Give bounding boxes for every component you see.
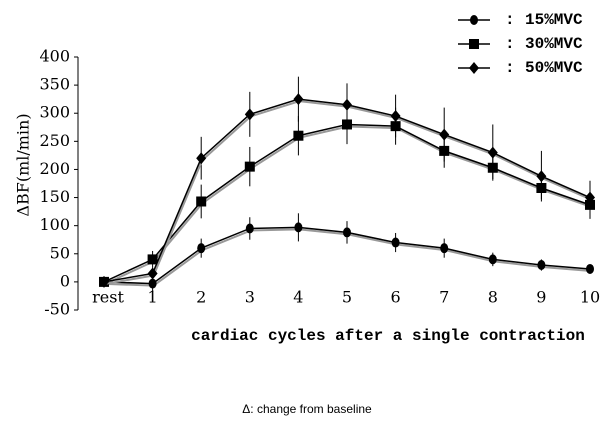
y-tick-label: -50 xyxy=(44,300,70,319)
y-tick-label: 250 xyxy=(39,131,70,150)
x-tick-label: 8 xyxy=(488,288,498,307)
marker xyxy=(244,108,255,121)
series-line xyxy=(103,123,591,283)
marker xyxy=(440,243,449,254)
marker xyxy=(439,128,450,141)
series xyxy=(99,104,595,287)
legend-label: 50%MVC xyxy=(525,59,583,77)
legend-separator: : xyxy=(505,35,515,53)
x-tick-label: 3 xyxy=(245,288,255,307)
x-tick-label: 6 xyxy=(391,288,401,307)
y-tick-label: 150 xyxy=(39,187,70,206)
legend-marker xyxy=(470,15,478,25)
marker xyxy=(196,152,207,165)
x-tick-label: rest xyxy=(92,288,124,307)
footnote: Δ: change from baseline xyxy=(242,402,372,416)
marker xyxy=(147,254,158,265)
marker xyxy=(99,275,109,288)
y-tick-label: 50 xyxy=(50,243,70,262)
y-tick-label: 200 xyxy=(39,159,70,178)
marker xyxy=(148,278,157,289)
x-tick-label: 4 xyxy=(293,288,303,307)
y-tick-label: 350 xyxy=(39,75,70,94)
marker xyxy=(293,93,304,106)
x-tick-label: 7 xyxy=(439,288,449,307)
marker xyxy=(343,227,351,238)
legend-label: 15%MVC xyxy=(525,11,583,29)
legend-marker xyxy=(469,62,479,74)
marker xyxy=(244,161,255,172)
marker xyxy=(147,267,158,280)
x-tick-label: 9 xyxy=(536,288,546,307)
legend-separator: : xyxy=(505,11,515,29)
x-tick-label: 1 xyxy=(148,288,158,307)
marker xyxy=(342,98,352,111)
y-tick-label: 100 xyxy=(39,215,70,234)
marker xyxy=(586,263,594,274)
legend-marker xyxy=(469,39,479,49)
line-shadow xyxy=(104,228,592,287)
marker xyxy=(390,110,401,123)
marker xyxy=(585,191,595,204)
marker xyxy=(536,170,547,183)
legend-separator: : xyxy=(505,59,515,77)
marker xyxy=(196,196,207,207)
x-tick-label: 10 xyxy=(580,288,600,307)
marker xyxy=(293,130,304,141)
marker xyxy=(487,146,498,159)
y-tick-label: 300 xyxy=(39,103,70,122)
legend-label: 30%MVC xyxy=(525,35,583,53)
marker xyxy=(294,222,303,233)
marker xyxy=(197,243,206,254)
line-shadow xyxy=(104,125,592,285)
marker xyxy=(391,237,400,248)
y-axis-label: ΔBF(ml/min) xyxy=(14,113,33,216)
marker xyxy=(245,223,254,234)
x-axis-label: cardiac cycles after a single contractio… xyxy=(191,327,585,345)
series xyxy=(99,76,595,288)
x-tick-label: 5 xyxy=(342,288,352,307)
marker xyxy=(537,260,546,271)
x-tick-label: 2 xyxy=(196,288,206,307)
marker xyxy=(488,254,497,265)
y-tick-label: 400 xyxy=(39,47,70,66)
y-tick-label: 0 xyxy=(60,271,70,290)
